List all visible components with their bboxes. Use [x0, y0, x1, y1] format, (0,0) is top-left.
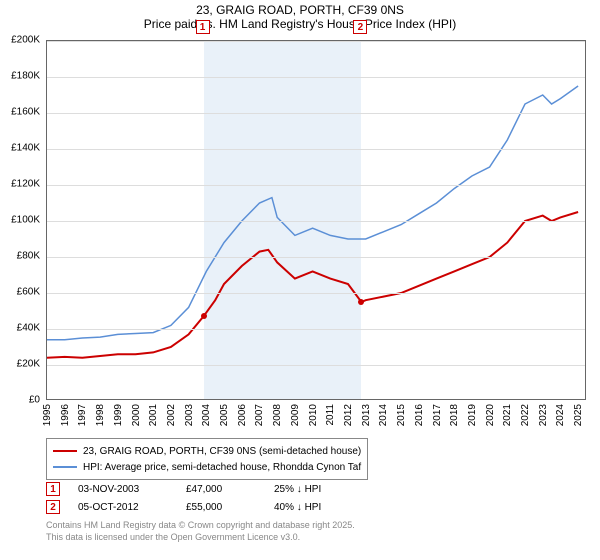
sale-price: £47,000: [186, 484, 256, 495]
title-block: 23, GRAIG ROAD, PORTH, CF39 0NS Price pa…: [0, 0, 600, 31]
xtick-label: 2023: [538, 404, 549, 426]
title-subtitle: Price paid vs. HM Land Registry's House …: [0, 17, 600, 31]
xtick-label: 2025: [573, 404, 584, 426]
sales-table: 1 03-NOV-2003 £47,000 25% ↓ HPI 2 05-OCT…: [46, 480, 321, 516]
sale-marker-icon: 2: [46, 500, 60, 514]
xtick-label: 2015: [396, 404, 407, 426]
xtick-label: 2001: [148, 404, 159, 426]
chart-container: 23, GRAIG ROAD, PORTH, CF39 0NS Price pa…: [0, 0, 600, 560]
plot-region: [46, 40, 586, 400]
xtick-label: 2007: [254, 404, 265, 426]
xtick-label: 2014: [378, 404, 389, 426]
sale-date: 05-OCT-2012: [78, 502, 168, 513]
gridline-horizontal: [47, 41, 585, 42]
gridline-horizontal: [47, 293, 585, 294]
gridline-horizontal: [47, 185, 585, 186]
legend: 23, GRAIG ROAD, PORTH, CF39 0NS (semi-de…: [46, 438, 368, 480]
ytick-label: £160K: [0, 107, 40, 118]
footer-line: This data is licensed under the Open Gov…: [46, 532, 355, 544]
sales-row: 2 05-OCT-2012 £55,000 40% ↓ HPI: [46, 498, 321, 516]
gridline-horizontal: [47, 77, 585, 78]
series-hpi: [47, 86, 578, 340]
legend-item: HPI: Average price, semi-detached house,…: [53, 459, 361, 475]
ytick-label: £0: [0, 395, 40, 406]
ytick-label: £60K: [0, 287, 40, 298]
ytick-label: £100K: [0, 215, 40, 226]
xtick-label: 2002: [166, 404, 177, 426]
xtick-label: 2004: [201, 404, 212, 426]
xtick-label: 2009: [290, 404, 301, 426]
legend-swatch: [53, 450, 77, 452]
sale-marker-2: 2: [353, 20, 367, 34]
ytick-label: £80K: [0, 251, 40, 262]
legend-label: HPI: Average price, semi-detached house,…: [83, 462, 361, 473]
sale-dot-2: [358, 299, 364, 305]
sale-date: 03-NOV-2003: [78, 484, 168, 495]
gridline-horizontal: [47, 113, 585, 114]
title-address: 23, GRAIG ROAD, PORTH, CF39 0NS: [0, 3, 600, 17]
xtick-label: 2024: [555, 404, 566, 426]
series-price_paid: [47, 212, 578, 358]
xtick-label: 2020: [485, 404, 496, 426]
gridline-horizontal: [47, 257, 585, 258]
legend-label: 23, GRAIG ROAD, PORTH, CF39 0NS (semi-de…: [83, 446, 361, 457]
xtick-label: 2011: [325, 404, 336, 426]
xtick-label: 2000: [131, 404, 142, 426]
xtick-label: 1999: [113, 404, 124, 426]
xtick-label: 2017: [432, 404, 443, 426]
xtick-label: 2016: [414, 404, 425, 426]
ytick-label: £200K: [0, 35, 40, 46]
xtick-label: 2021: [502, 404, 513, 426]
xtick-label: 1998: [95, 404, 106, 426]
gridline-horizontal: [47, 329, 585, 330]
gridline-horizontal: [47, 149, 585, 150]
footer-line: Contains HM Land Registry data © Crown c…: [46, 520, 355, 532]
xtick-label: 1997: [77, 404, 88, 426]
sale-marker-1: 1: [196, 20, 210, 34]
legend-item: 23, GRAIG ROAD, PORTH, CF39 0NS (semi-de…: [53, 443, 361, 459]
xtick-label: 2013: [361, 404, 372, 426]
ytick-label: £140K: [0, 143, 40, 154]
footer-attribution: Contains HM Land Registry data © Crown c…: [46, 520, 355, 543]
xtick-label: 2010: [308, 404, 319, 426]
sale-price: £55,000: [186, 502, 256, 513]
xtick-label: 2008: [272, 404, 283, 426]
sales-row: 1 03-NOV-2003 £47,000 25% ↓ HPI: [46, 480, 321, 498]
chart-area: 1995199619971998199920002001200220032004…: [46, 40, 586, 400]
xtick-label: 2022: [520, 404, 531, 426]
gridline-horizontal: [47, 221, 585, 222]
sale-dot-1: [201, 313, 207, 319]
ytick-label: £40K: [0, 323, 40, 334]
ytick-label: £180K: [0, 71, 40, 82]
xtick-label: 2006: [237, 404, 248, 426]
ytick-label: £20K: [0, 359, 40, 370]
xtick-label: 2018: [449, 404, 460, 426]
xtick-label: 2012: [343, 404, 354, 426]
xtick-label: 2003: [184, 404, 195, 426]
sale-delta: 25% ↓ HPI: [274, 484, 321, 495]
gridline-horizontal: [47, 365, 585, 366]
xtick-label: 1996: [60, 404, 71, 426]
sale-delta: 40% ↓ HPI: [274, 502, 321, 513]
xtick-label: 2005: [219, 404, 230, 426]
xtick-label: 2019: [467, 404, 478, 426]
legend-swatch: [53, 466, 77, 468]
ytick-label: £120K: [0, 179, 40, 190]
xtick-label: 1995: [42, 404, 53, 426]
sale-marker-icon: 1: [46, 482, 60, 496]
